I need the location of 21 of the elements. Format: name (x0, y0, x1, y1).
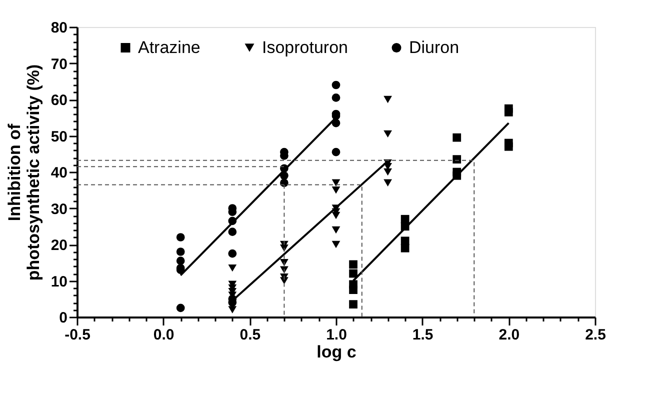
y-tick-label: 40 (50, 164, 68, 182)
x-tick-label: 1.5 (412, 326, 434, 344)
y-tick-label: 20 (50, 237, 68, 254)
x-tick-label: 1.0 (326, 326, 347, 344)
y-axis-title: Inhibition of photosynthetic activity (%) (4, 64, 43, 281)
x-tick-label: 0.0 (153, 326, 174, 344)
y-tick-label: 80 (50, 20, 68, 36)
legend-label: Atrazine (138, 38, 200, 57)
y-tick-label: 30 (50, 200, 68, 218)
legend-label: Isoproturon (262, 38, 348, 57)
y-tick-label: 10 (50, 273, 68, 290)
y-tick-label: 50 (50, 128, 68, 146)
y-tick-label: 60 (50, 92, 68, 109)
x-tick-label: 2.0 (498, 326, 520, 344)
x-tick-label: -0.5 (64, 326, 90, 344)
y-tick-label: 0 (59, 310, 68, 326)
legend-label: Diuron (409, 38, 460, 57)
y-tick-label: 70 (50, 56, 68, 73)
x-axis-title: log c (316, 342, 356, 362)
x-tick-label: 2.5 (585, 326, 606, 344)
x-tick-label: 0.5 (240, 326, 261, 344)
